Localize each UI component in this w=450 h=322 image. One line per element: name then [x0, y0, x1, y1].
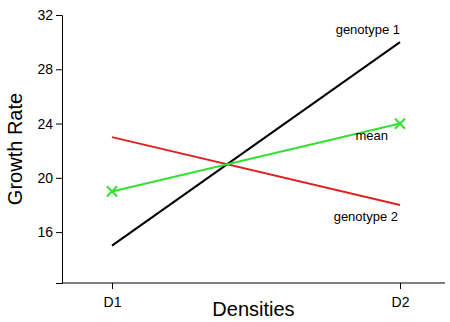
x-tick: D2	[392, 283, 410, 310]
series-line	[112, 124, 400, 192]
y-axis: 16 20 24 28 32	[37, 7, 62, 284]
plot-area	[107, 42, 405, 246]
y-axis-line	[56, 16, 63, 284]
y-tick-mark	[56, 232, 62, 233]
x-tick-label: D2	[392, 294, 410, 310]
series-label: mean	[355, 128, 388, 143]
series-line	[112, 42, 400, 246]
series-marker	[107, 186, 117, 196]
y-tick-label: 20	[37, 170, 53, 186]
y-tick: 16	[37, 224, 62, 240]
series-labels: genotype 1 genotype 2 mean	[334, 22, 400, 224]
y-axis-title: Growth Rate	[4, 93, 26, 205]
series-label: genotype 1	[336, 22, 400, 37]
series-line	[112, 137, 400, 205]
y-tick-mark	[56, 124, 62, 125]
y-tick: 28	[37, 61, 62, 77]
y-tick-mark	[56, 178, 62, 179]
y-tick-label: 16	[37, 224, 53, 240]
y-tick-label: 24	[37, 116, 53, 132]
y-tick-label: 32	[37, 7, 53, 23]
y-tick: 32	[37, 7, 62, 23]
x-tick-mark	[112, 283, 113, 289]
x-tick-mark	[400, 283, 401, 289]
y-tick-mark	[56, 69, 62, 70]
x-tick-label: D1	[104, 294, 122, 310]
x-tick: D1	[104, 283, 122, 310]
series-label: genotype 2	[334, 209, 398, 224]
x-axis-line	[62, 283, 445, 284]
y-tick-label: 28	[37, 61, 53, 77]
series-marker	[395, 118, 405, 128]
y-tick-mark	[56, 15, 62, 16]
y-tick: 20	[37, 170, 62, 186]
chart: 16 20 24 28 32 D1 D2 Densities Growth Rate genoty…	[0, 0, 450, 322]
x-axis-title: Densities	[212, 298, 294, 320]
y-tick: 24	[37, 116, 62, 132]
